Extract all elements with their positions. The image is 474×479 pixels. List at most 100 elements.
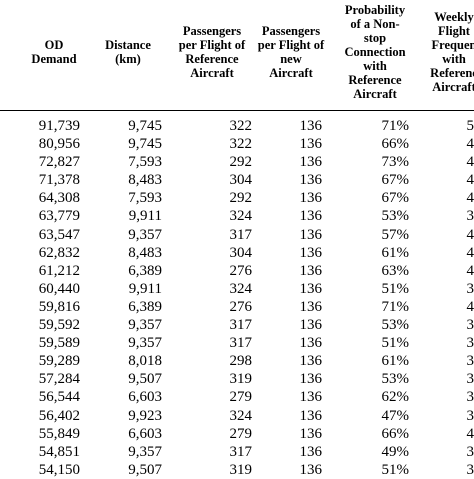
distance-cell: 7,593: [128, 154, 162, 171]
passengers-new-cell: 136: [299, 407, 323, 424]
frequency-cell: 4: [466, 136, 474, 153]
frequency-cell: 3: [466, 317, 474, 334]
distance-cell: 9,507: [128, 461, 162, 478]
passengers-new-cell: 136: [299, 461, 323, 478]
od-demand-cell: 57,284: [38, 371, 80, 388]
passengers-new-cell: 136: [299, 353, 323, 370]
probability-cell: 49%: [381, 443, 410, 460]
passengers-new-cell: 136: [299, 335, 323, 352]
passengers-new-cell: 136: [299, 154, 323, 171]
passengers-new-cell: 136: [299, 244, 323, 261]
passengers-new-cell: 136: [299, 425, 323, 442]
probability-cell: 53%: [381, 371, 410, 388]
passengers-reference-cell: 319: [229, 371, 253, 388]
table-row: 64,308 7,593 292 136 67% 4: [0, 189, 474, 207]
od-demand-cell: 63,779: [38, 208, 80, 225]
table-row: 59,592 9,357 317 136 53% 3: [0, 316, 474, 334]
table-row: 59,589 9,357 317 136 51% 3: [0, 334, 474, 352]
probability-cell: 67%: [381, 172, 410, 189]
od-demand-cell: 71,378: [38, 172, 80, 189]
passengers-new-cell: 136: [299, 208, 323, 225]
table-row: 63,779 9,911 324 136 53% 3: [0, 207, 474, 225]
frequency-cell: 4: [466, 226, 474, 243]
probability-cell: 47%: [381, 407, 410, 424]
distance-cell: 9,911: [128, 208, 162, 225]
distance-cell: 9,357: [128, 226, 162, 243]
od-demand-cell: 91,739: [38, 118, 80, 134]
distance-cell: 9,357: [128, 335, 162, 352]
frequency-cell: 3: [466, 353, 474, 370]
od-demand-cell: 59,289: [38, 353, 80, 370]
passengers-reference-cell: 322: [229, 118, 253, 134]
header-distance: Distance (km): [105, 38, 151, 66]
frequency-cell: 3: [466, 461, 474, 478]
probability-cell: 67%: [381, 190, 410, 207]
probability-cell: 61%: [381, 353, 410, 370]
distance-cell: 9,745: [128, 136, 162, 153]
od-demand-cell: 59,592: [38, 317, 80, 334]
passengers-reference-cell: 292: [229, 190, 253, 207]
probability-cell: 73%: [381, 154, 410, 171]
table-row: 60,440 9,911 324 136 51% 3: [0, 280, 474, 298]
od-demand-cell: 61,212: [38, 262, 80, 279]
passengers-reference-cell: 298: [229, 353, 253, 370]
header-passengers-reference: Passengers per Flight of Reference Aircr…: [178, 24, 246, 80]
probability-cell: 51%: [381, 335, 410, 352]
table-row: 54,851 9,357 317 136 49% 3: [0, 443, 474, 461]
passengers-new-cell: 136: [299, 172, 323, 189]
distance-cell: 9,923: [128, 407, 162, 424]
passengers-new-cell: 136: [299, 190, 323, 207]
od-demand-cell: 62,832: [38, 244, 80, 261]
probability-cell: 66%: [381, 425, 410, 442]
od-demand-cell: 60,440: [38, 280, 80, 297]
table-row: 63,547 9,357 317 136 57% 4: [0, 226, 474, 244]
od-demand-cell: 72,827: [38, 154, 80, 171]
distance-cell: 9,357: [128, 443, 162, 460]
frequency-cell: 3: [466, 208, 474, 225]
passengers-reference-cell: 324: [229, 208, 253, 225]
probability-cell: 66%: [381, 136, 410, 153]
frequency-cell: 4: [466, 262, 474, 279]
od-demand-cell: 80,956: [38, 136, 80, 153]
table-row: 56,402 9,923 324 136 47% 3: [0, 407, 474, 425]
probability-cell: 71%: [381, 118, 410, 134]
passengers-reference-cell: 324: [229, 407, 253, 424]
passengers-reference-cell: 317: [229, 335, 253, 352]
table-row: 91,739 9,745 322 136 71% 5: [0, 117, 474, 135]
probability-cell: 53%: [381, 317, 410, 334]
frequency-cell: 3: [466, 371, 474, 388]
frequency-cell: 3: [466, 389, 474, 406]
passengers-new-cell: 136: [299, 136, 323, 153]
distance-cell: 9,357: [128, 317, 162, 334]
table-row: 57,284 9,507 319 136 53% 3: [0, 370, 474, 388]
frequency-cell: 4: [466, 425, 474, 442]
distance-cell: 9,507: [128, 371, 162, 388]
passengers-reference-cell: 322: [229, 136, 253, 153]
frequency-cell: 4: [466, 298, 474, 315]
passengers-reference-cell: 317: [229, 226, 253, 243]
passengers-reference-cell: 317: [229, 317, 253, 334]
distance-cell: 6,389: [128, 262, 162, 279]
passengers-reference-cell: 324: [229, 280, 253, 297]
od-demand-cell: 63,547: [38, 226, 80, 243]
od-demand-cell: 59,816: [38, 298, 80, 315]
probability-cell: 61%: [381, 244, 410, 261]
passengers-reference-cell: 292: [229, 154, 253, 171]
frequency-cell: 5: [466, 118, 474, 134]
table-row: 71,378 8,483 304 136 67% 4: [0, 171, 474, 189]
frequency-cell: 4: [466, 172, 474, 189]
header-nonstop-probability: Probability of a Non- stop Connection wi…: [344, 3, 406, 101]
probability-cell: 51%: [381, 280, 410, 297]
probability-cell: 71%: [381, 298, 410, 315]
distance-cell: 9,911: [128, 280, 162, 297]
frequency-cell: 3: [466, 280, 474, 297]
distance-cell: 9,745: [128, 118, 162, 134]
od-demand-cell: 54,150: [38, 461, 80, 478]
probability-cell: 63%: [381, 262, 410, 279]
frequency-cell: 3: [466, 335, 474, 352]
table-row: 59,816 6,389 276 136 71% 4: [0, 298, 474, 316]
passengers-new-cell: 136: [299, 371, 323, 388]
table-row: 59,289 8,018 298 136 61% 3: [0, 352, 474, 370]
distance-cell: 6,389: [128, 298, 162, 315]
header-passengers-new: Passengers per Flight of new Aircraft: [257, 24, 325, 80]
